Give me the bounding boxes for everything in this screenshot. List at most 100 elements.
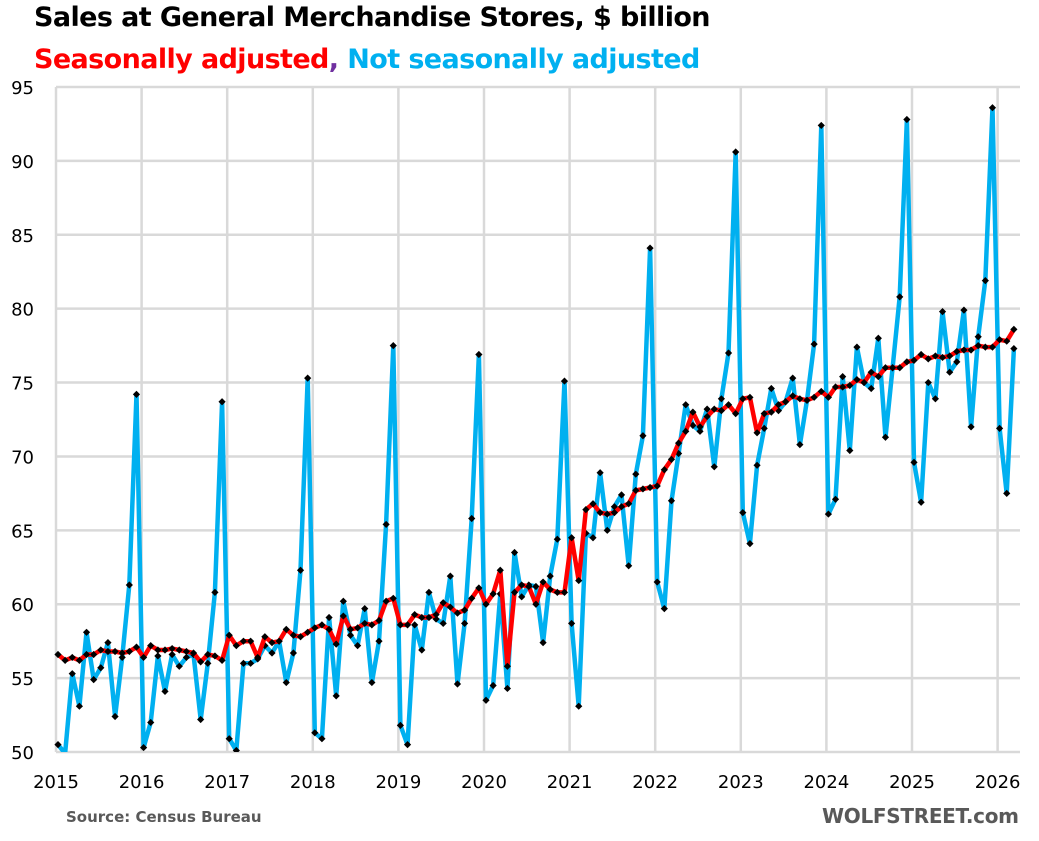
- data-point-nsa: [218, 398, 226, 406]
- data-point-sa: [525, 582, 533, 591]
- data-point-sa: [582, 506, 590, 514]
- data-point-sa: [853, 376, 861, 384]
- data-point-sa: [546, 585, 554, 594]
- data-point-sa: [910, 356, 918, 364]
- data-point-nsa: [418, 646, 426, 654]
- data-point-sa: [896, 364, 904, 372]
- data-point-sa: [225, 631, 233, 639]
- data-point-nsa: [1003, 489, 1011, 497]
- data-point-nsa: [211, 588, 219, 596]
- data-point-sa: [475, 584, 483, 592]
- data-point-sa: [339, 612, 347, 620]
- data-point-nsa: [881, 433, 890, 441]
- data-point-sa: [140, 653, 148, 662]
- data-point-sa: [254, 653, 262, 662]
- x-tick-label: 2023: [718, 772, 764, 793]
- data-point-sa: [218, 656, 226, 664]
- data-point-sa: [774, 401, 783, 409]
- data-point-nsa: [846, 446, 854, 455]
- series-line-nsa: [56, 105, 1017, 752]
- data-point-sa: [261, 633, 269, 641]
- data-point-nsa: [532, 582, 540, 591]
- data-point-nsa: [589, 534, 597, 542]
- data-point-nsa: [375, 637, 383, 645]
- data-point-sa: [247, 637, 255, 645]
- data-point-sa: [753, 429, 761, 437]
- legend-seasonally-adjusted: Seasonally adjusted: [34, 44, 329, 75]
- data-point-sa: [782, 398, 790, 406]
- data-point-nsa: [824, 510, 832, 518]
- data-point-sa: [539, 578, 547, 586]
- data-point-nsa: [396, 721, 404, 729]
- data-point-sa: [182, 647, 190, 656]
- data-point-sa: [175, 646, 183, 654]
- data-point-nsa: [389, 342, 397, 350]
- series-group: [54, 104, 1018, 752]
- data-point-sa: [154, 646, 162, 654]
- data-point-sa: [161, 646, 169, 654]
- data-point-nsa: [931, 395, 939, 403]
- data-point-sa: [803, 396, 811, 404]
- data-point-sa: [132, 643, 141, 651]
- data-point-sa: [988, 343, 997, 351]
- data-point-nsa: [967, 423, 975, 431]
- data-point-sa: [632, 486, 640, 495]
- data-point-nsa: [368, 678, 376, 687]
- data-point-sa: [425, 613, 433, 622]
- data-point-nsa: [1010, 344, 1018, 353]
- data-point-nsa: [988, 104, 997, 112]
- data-point-nsa: [104, 639, 112, 647]
- data-point-sa: [974, 342, 982, 350]
- data-point-nsa: [140, 743, 148, 752]
- y-tick-label: 80: [11, 300, 34, 321]
- data-point-sa: [746, 393, 754, 401]
- source-note: Source: Census Bureau: [66, 808, 262, 826]
- data-point-sa: [403, 621, 412, 629]
- data-point-nsa: [981, 276, 989, 285]
- x-tick-label: 2022: [632, 772, 678, 793]
- data-point-sa: [568, 534, 576, 542]
- data-point-nsa: [489, 681, 497, 690]
- data-point-nsa: [268, 649, 276, 657]
- data-point-sa: [411, 610, 419, 619]
- data-point-sa: [889, 364, 897, 372]
- data-point-nsa: [482, 696, 490, 704]
- data-point-sa: [189, 649, 198, 657]
- data-point-sa: [304, 628, 312, 636]
- data-point-nsa: [653, 578, 661, 586]
- data-point-sa: [375, 616, 383, 625]
- data-point-sa: [824, 393, 832, 401]
- y-tick-label: 65: [11, 521, 34, 542]
- data-point-sa: [874, 373, 882, 381]
- data-point-sa: [468, 594, 476, 602]
- data-point-sa: [518, 581, 526, 589]
- y-tick-label: 95: [11, 78, 34, 99]
- data-point-nsa: [710, 463, 718, 471]
- data-point-nsa: [225, 735, 233, 743]
- data-point-nsa: [632, 470, 640, 478]
- data-point-sa: [510, 588, 519, 596]
- data-point-sa: [996, 336, 1004, 344]
- data-point-nsa: [703, 405, 711, 413]
- data-point-sa: [617, 503, 626, 511]
- data-point-nsa: [518, 593, 526, 601]
- x-tick-label: 2015: [33, 772, 79, 793]
- data-point-nsa: [82, 628, 91, 636]
- data-point-nsa: [118, 653, 126, 662]
- data-point-nsa: [696, 427, 704, 435]
- data-point-nsa: [689, 421, 697, 430]
- data-point-sa: [461, 606, 469, 614]
- data-point-sa: [675, 439, 683, 447]
- data-point-nsa: [453, 680, 462, 688]
- data-point-sa: [496, 566, 504, 574]
- data-point-sa: [418, 613, 426, 622]
- data-point-nsa: [446, 572, 454, 580]
- x-tick-label: 2018: [290, 772, 336, 793]
- data-point-nsa: [789, 374, 797, 382]
- data-point-nsa: [660, 605, 668, 613]
- data-point-nsa: [831, 495, 840, 503]
- data-point-sa: [981, 343, 989, 351]
- data-point-nsa: [168, 650, 176, 659]
- data-point-nsa: [539, 639, 547, 647]
